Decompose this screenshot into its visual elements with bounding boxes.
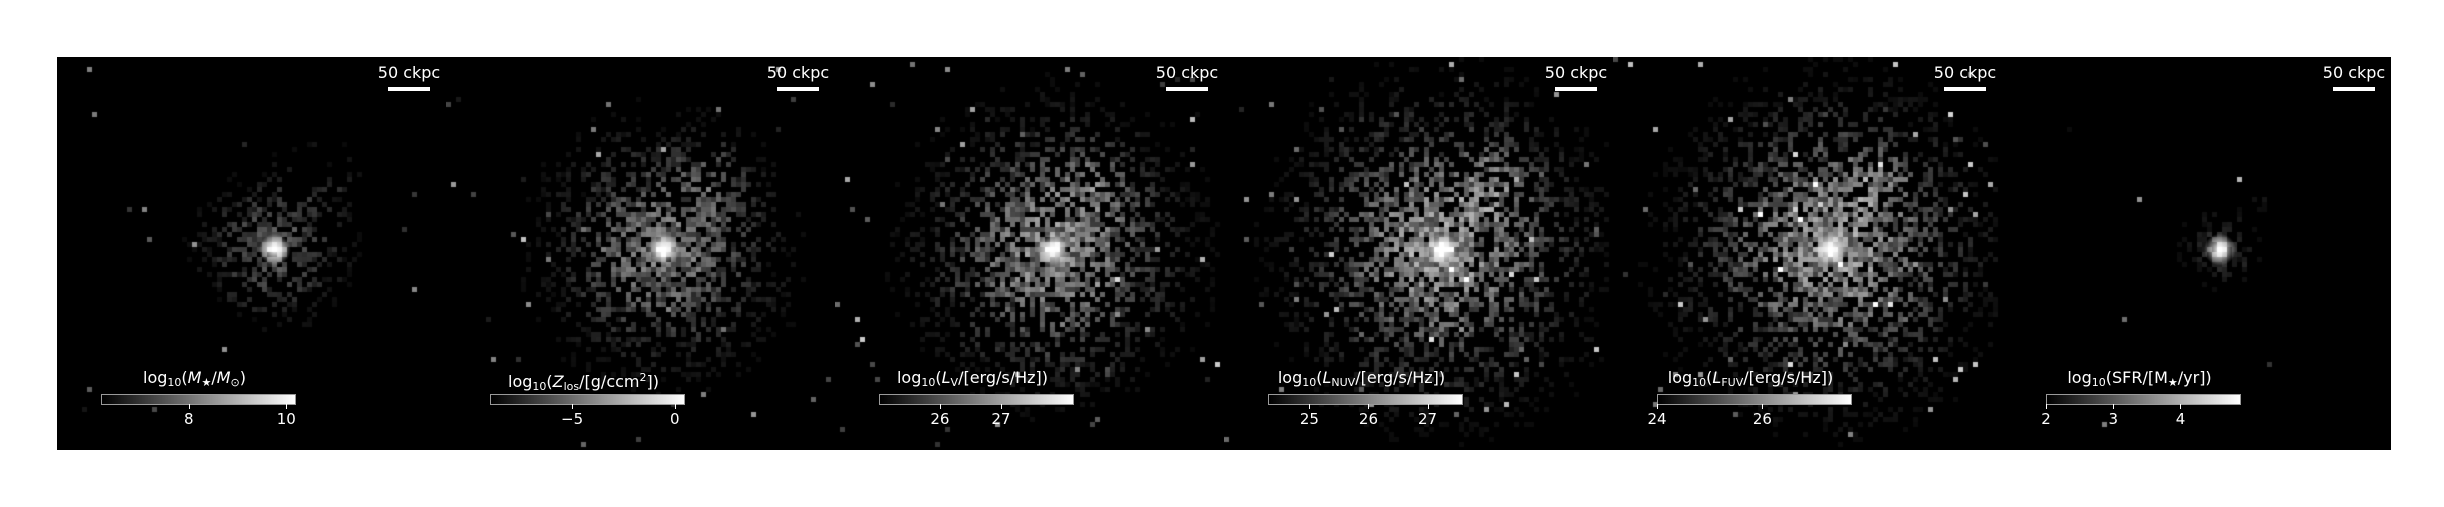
colorbar-tick	[1000, 404, 1002, 409]
scale-bar-label: 50 ckpc	[377, 63, 441, 82]
colorbar	[1268, 394, 1463, 405]
colorbar-tick-label: 27	[1417, 410, 1438, 428]
scale-bar-label: 50 ckpc	[1933, 63, 1997, 82]
colorbar	[490, 394, 685, 405]
panel-nuv: 50 ckpc log10(LNUV/[erg/s/Hz]) 25 26 27	[1224, 57, 1613, 450]
colorbar-tick	[2046, 404, 2047, 409]
colorbar-tick	[1309, 404, 1311, 409]
colorbar-label-metallicity: log10(Zlos/[g/ccm2])	[508, 371, 659, 393]
scale-bar	[388, 87, 430, 91]
colorbar-tick	[1657, 404, 1658, 409]
colorbar-tick-label: 24	[1647, 410, 1667, 428]
scale-bar	[777, 87, 819, 91]
colorbar-tick	[1762, 404, 1764, 409]
colorbar-tick	[188, 404, 190, 409]
colorbar-label-fuv: log10(LFUV/[erg/s/Hz])	[1667, 368, 1834, 389]
colorbar-tick-label: −5	[561, 410, 584, 428]
colorbar	[1657, 394, 1852, 405]
colorbar	[101, 394, 296, 405]
stellar-mass-map	[57, 57, 446, 450]
scale-bar-label: 50 ckpc	[766, 63, 830, 82]
colorbar-tick-label: 25	[1299, 410, 1319, 428]
colorbar	[879, 394, 1074, 405]
colorbar	[2046, 394, 2241, 405]
panel-stellar-mass: 50 ckpc log10(M★/M⊙) 8 10	[57, 57, 446, 450]
nuv-map	[1224, 57, 1613, 450]
sfr-map	[2002, 57, 2391, 450]
colorbar-tick	[1427, 404, 1429, 409]
colorbar-tick-label: 2	[2041, 410, 2051, 428]
colorbar-tick-label: 27	[991, 410, 1011, 428]
scale-bar	[1555, 87, 1597, 91]
panel-metallicity: 50 ckpc log10(Zlos/[g/ccm2]) −5 0	[446, 57, 835, 450]
colorbar-tick-label: 8	[183, 410, 194, 428]
colorbar-tick-label: 0	[669, 410, 680, 428]
colorbar-tick-label: 26	[1358, 410, 1378, 428]
colorbar-tick	[572, 404, 574, 409]
colorbar-tick-label: 26	[1752, 410, 1772, 428]
panel-v-band: 50 ckpc log10(LV/[erg/s/Hz]) 26 27	[835, 57, 1224, 450]
colorbar-tick-label: 3	[2108, 410, 2118, 428]
colorbar-tick	[674, 404, 676, 409]
colorbar-label-sfr: log10(SFR/[M★/yr])	[2067, 368, 2212, 389]
colorbar-label-stellar-mass: log10(M★/M⊙)	[143, 368, 246, 389]
scale-bar	[2333, 87, 2375, 91]
metallicity-map	[446, 57, 835, 450]
panel-fuv: 50 ckpc log10(LFUV/[erg/s/Hz]) 24 26	[1613, 57, 2002, 450]
colorbar-tick-label: 4	[2175, 410, 2186, 428]
panel-sfr: 50 ckpc log10(SFR/[M★/yr]) 2 3 4	[2002, 57, 2391, 450]
colorbar-label-nuv: log10(LNUV/[erg/s/Hz])	[1277, 368, 1446, 389]
scale-bar	[1166, 87, 1208, 91]
colorbar-label-v-band: log10(LV/[erg/s/Hz])	[896, 368, 1049, 389]
colorbar-tick	[939, 404, 941, 409]
v-band-map	[835, 57, 1224, 450]
scale-bar-label: 50 ckpc	[1155, 63, 1219, 82]
colorbar-tick	[2113, 404, 2115, 409]
colorbar-tick-label: 10	[276, 410, 296, 428]
fuv-map	[1613, 57, 2002, 450]
colorbar-tick	[1368, 404, 1370, 409]
scale-bar-label: 50 ckpc	[2322, 63, 2386, 82]
colorbar-tick	[286, 404, 288, 409]
colorbar-tick-label: 26	[930, 410, 950, 428]
scale-bar-label: 50 ckpc	[1544, 63, 1608, 82]
scale-bar	[1944, 87, 1986, 91]
colorbar-tick	[2180, 404, 2182, 409]
galaxy-image-grid: 50 ckpc log10(M★/M⊙) 8 10 50 ckpc log10(Z…	[57, 57, 2391, 450]
